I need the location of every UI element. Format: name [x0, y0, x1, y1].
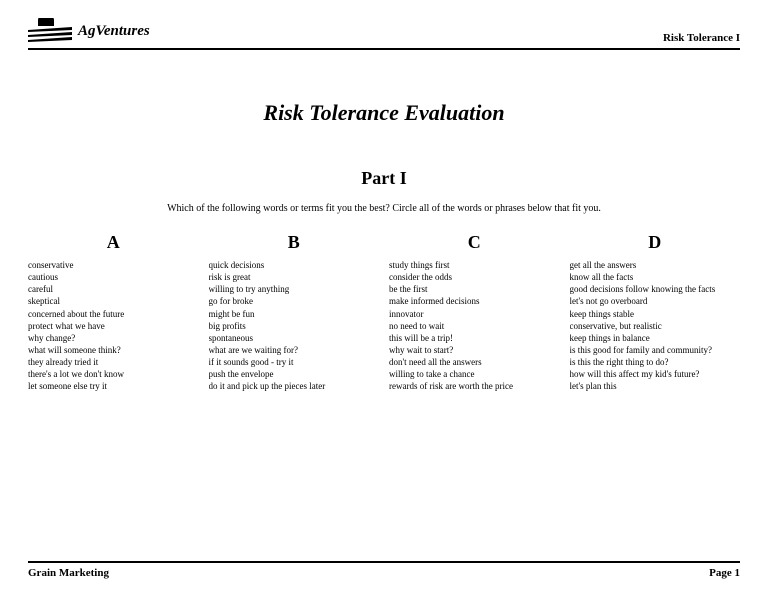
column-header: D	[570, 232, 741, 253]
column-item: keep things in balance	[570, 332, 741, 344]
column-item: how will this affect my kid's future?	[570, 368, 741, 380]
page-header: AgVentures Risk Tolerance I	[28, 18, 740, 50]
column-item: big profits	[209, 320, 380, 332]
column-item: consider the odds	[389, 271, 560, 283]
footer-left: Grain Marketing	[28, 567, 109, 579]
column-item: innovator	[389, 308, 560, 320]
column-item: protect what we have	[28, 320, 199, 332]
column-item: rewards of risk are worth the price	[389, 380, 560, 392]
column-header: A	[28, 232, 199, 253]
column-item: is this good for family and community?	[570, 344, 741, 356]
column-item: skeptical	[28, 295, 199, 307]
column-item: good decisions follow knowing the facts	[570, 283, 741, 295]
column-items: study things firstconsider the oddsbe th…	[389, 259, 560, 393]
column-header: B	[209, 232, 380, 253]
column-item: if it sounds good - try it	[209, 356, 380, 368]
column-item: cautious	[28, 271, 199, 283]
brand-name: AgVentures	[78, 23, 150, 40]
column-item: risk is great	[209, 271, 380, 283]
column-item: is this the right thing to do?	[570, 356, 741, 368]
instructions-text: Which of the following words or terms fi…	[28, 203, 740, 214]
column-a: A conservativecautiouscarefulskepticalco…	[28, 232, 199, 393]
part-title: Part I	[28, 168, 740, 189]
column-item: why wait to start?	[389, 344, 560, 356]
column-item: no need to wait	[389, 320, 560, 332]
column-item: conservative, but realistic	[570, 320, 741, 332]
column-items: conservativecautiouscarefulskepticalconc…	[28, 259, 199, 393]
column-item: let's not go overboard	[570, 295, 741, 307]
column-item: let's plan this	[570, 380, 741, 392]
column-item: push the envelope	[209, 368, 380, 380]
column-item: what are we waiting for?	[209, 344, 380, 356]
column-c: C study things firstconsider the oddsbe …	[389, 232, 560, 393]
column-item: keep things stable	[570, 308, 741, 320]
column-item: don't need all the answers	[389, 356, 560, 368]
column-item: this will be a trip!	[389, 332, 560, 344]
brand-logo: AgVentures	[28, 18, 150, 44]
document-title: Risk Tolerance Evaluation	[28, 100, 740, 126]
column-item: get all the answers	[570, 259, 741, 271]
agventures-icon	[28, 18, 72, 44]
column-item: willing to take a chance	[389, 368, 560, 380]
column-item: conservative	[28, 259, 199, 271]
column-item: know all the facts	[570, 271, 741, 283]
column-b: B quick decisionsrisk is greatwilling to…	[209, 232, 380, 393]
column-item: willing to try anything	[209, 283, 380, 295]
column-item: let someone else try it	[28, 380, 199, 392]
column-item: concerned about the future	[28, 308, 199, 320]
column-items: quick decisionsrisk is greatwilling to t…	[209, 259, 380, 393]
column-item: go for broke	[209, 295, 380, 307]
header-section-label: Risk Tolerance I	[663, 32, 740, 44]
column-items: get all the answersknow all the factsgoo…	[570, 259, 741, 393]
column-item: why change?	[28, 332, 199, 344]
column-item: be the first	[389, 283, 560, 295]
column-item: they already tried it	[28, 356, 199, 368]
column-item: spontaneous	[209, 332, 380, 344]
column-item: there's a lot we don't know	[28, 368, 199, 380]
columns-container: A conservativecautiouscarefulskepticalco…	[28, 232, 740, 393]
column-d: D get all the answersknow all the factsg…	[570, 232, 741, 393]
column-item: study things first	[389, 259, 560, 271]
column-item: do it and pick up the pieces later	[209, 380, 380, 392]
column-item: make informed decisions	[389, 295, 560, 307]
footer-right: Page 1	[709, 567, 740, 579]
column-item: careful	[28, 283, 199, 295]
column-item: what will someone think?	[28, 344, 199, 356]
column-item: quick decisions	[209, 259, 380, 271]
column-item: might be fun	[209, 308, 380, 320]
column-header: C	[389, 232, 560, 253]
page-footer: Grain Marketing Page 1	[28, 561, 740, 579]
